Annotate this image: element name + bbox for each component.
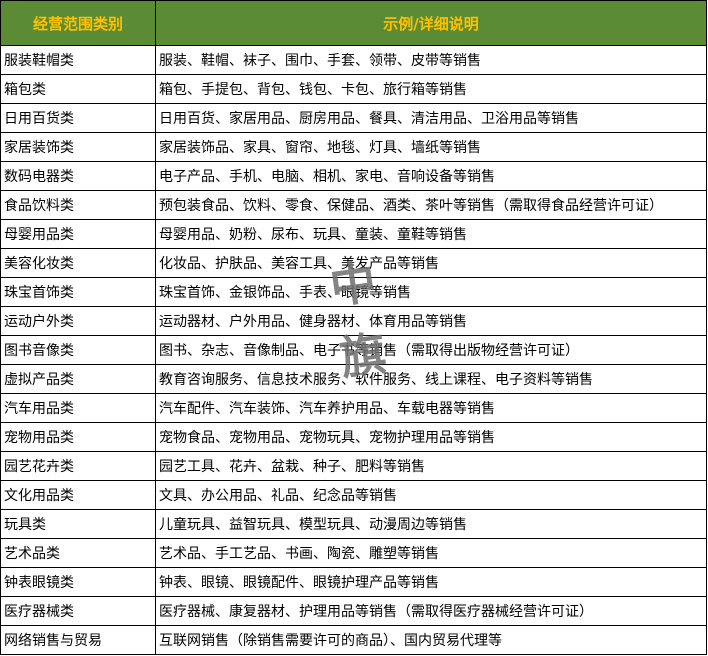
- cell-description: 教育咨询服务、信息技术服务、软件服务、线上课程、电子资料等销售: [155, 364, 707, 394]
- table-row: 母婴用品类 母婴用品、奶粉、尿布、玩具、童装、童鞋等销售: [0, 219, 707, 249]
- table-header-row: 经营范围类别 示例/详细说明: [0, 0, 707, 46]
- cell-description: 运动器材、户外用品、健身器材、体育用品等销售: [155, 306, 707, 336]
- cell-category: 箱包类: [0, 74, 156, 104]
- cell-category: 食品饮料类: [0, 190, 156, 220]
- cell-description: 园艺工具、花卉、盆栽、种子、肥料等销售: [155, 451, 707, 481]
- cell-category: 宠物用品类: [0, 422, 156, 452]
- cell-description: 艺术品、手工艺品、书画、陶瓷、雕塑等销售: [155, 538, 707, 568]
- cell-category: 家居装饰类: [0, 132, 156, 162]
- cell-category: 母婴用品类: [0, 219, 156, 249]
- cell-description: 母婴用品、奶粉、尿布、玩具、童装、童鞋等销售: [155, 219, 707, 249]
- cell-category: 数码电器类: [0, 161, 156, 191]
- table-row: 美容化妆类 化妆品、护肤品、美容工具、美发产品等销售: [0, 248, 707, 278]
- cell-category: 网络销售与贸易: [0, 625, 156, 655]
- cell-category: 艺术品类: [0, 538, 156, 568]
- table-row: 家居装饰类 家居装饰品、家具、窗帘、地毯、灯具、墙纸等销售: [0, 132, 707, 162]
- cell-category: 医疗器械类: [0, 596, 156, 626]
- table-row: 虚拟产品类 教育咨询服务、信息技术服务、软件服务、线上课程、电子资料等销售: [0, 364, 707, 394]
- table-row: 网络销售与贸易 互联网销售（除销售需要许可的商品）、国内贸易代理等: [0, 625, 707, 655]
- cell-description: 儿童玩具、益智玩具、模型玩具、动漫周边等销售: [155, 509, 707, 539]
- cell-description: 图书、杂志、音像制品、电子书等销售（需取得出版物经营许可证）: [155, 335, 707, 365]
- table-row: 宠物用品类 宠物食品、宠物用品、宠物玩具、宠物护理用品等销售: [0, 422, 707, 452]
- table-row: 医疗器械类 医疗器械、康复器材、护理用品等销售（需取得医疗器械经营许可证）: [0, 596, 707, 626]
- table-row: 日用百货类 日用百货、家居用品、厨房用品、餐具、清洁用品、卫浴用品等销售: [0, 103, 707, 133]
- cell-category: 玩具类: [0, 509, 156, 539]
- table-row: 珠宝首饰类 珠宝首饰、金银饰品、手表、眼镜等销售: [0, 277, 707, 307]
- table-row: 箱包类 箱包、手提包、背包、钱包、卡包、旅行箱等销售: [0, 74, 707, 104]
- table-body: 服装鞋帽类 服装、鞋帽、袜子、围巾、手套、领带、皮带等销售 箱包类 箱包、手提包、背包…: [0, 45, 707, 655]
- cell-description: 家居装饰品、家具、窗帘、地毯、灯具、墙纸等销售: [155, 132, 707, 162]
- cell-category: 日用百货类: [0, 103, 156, 133]
- table-row: 钟表眼镜类 钟表、眼镜、眼镜配件、眼镜护理产品等销售: [0, 567, 707, 597]
- cell-description: 化妆品、护肤品、美容工具、美发产品等销售: [155, 248, 707, 278]
- cell-category: 虚拟产品类: [0, 364, 156, 394]
- header-category: 经营范围类别: [0, 0, 156, 46]
- table-row: 图书音像类 图书、杂志、音像制品、电子书等销售（需取得出版物经营许可证）: [0, 335, 707, 365]
- table-row: 数码电器类 电子产品、手机、电脑、相机、家电、音响设备等销售: [0, 161, 707, 191]
- cell-category: 汽车用品类: [0, 393, 156, 423]
- table-row: 服装鞋帽类 服装、鞋帽、袜子、围巾、手套、领带、皮带等销售: [0, 45, 707, 75]
- cell-description: 箱包、手提包、背包、钱包、卡包、旅行箱等销售: [155, 74, 707, 104]
- cell-description: 互联网销售（除销售需要许可的商品）、国内贸易代理等: [155, 625, 707, 655]
- cell-description: 钟表、眼镜、眼镜配件、眼镜护理产品等销售: [155, 567, 707, 597]
- cell-category: 运动户外类: [0, 306, 156, 336]
- cell-description: 预包装食品、饮料、零食、保健品、酒类、茶叶等销售（需取得食品经营许可证）: [155, 190, 707, 220]
- cell-category: 文化用品类: [0, 480, 156, 510]
- cell-description: 珠宝首饰、金银饰品、手表、眼镜等销售: [155, 277, 707, 307]
- cell-category: 美容化妆类: [0, 248, 156, 278]
- table-row: 运动户外类 运动器材、户外用品、健身器材、体育用品等销售: [0, 306, 707, 336]
- cell-description: 服装、鞋帽、袜子、围巾、手套、领带、皮带等销售: [155, 45, 707, 75]
- table-row: 艺术品类 艺术品、手工艺品、书画、陶瓷、雕塑等销售: [0, 538, 707, 568]
- cell-category: 珠宝首饰类: [0, 277, 156, 307]
- table-row: 汽车用品类 汽车配件、汽车装饰、汽车养护用品、车载电器等销售: [0, 393, 707, 423]
- cell-category: 钟表眼镜类: [0, 567, 156, 597]
- cell-category: 园艺花卉类: [0, 451, 156, 481]
- table-row: 食品饮料类 预包装食品、饮料、零食、保健品、酒类、茶叶等销售（需取得食品经营许可证…: [0, 190, 707, 220]
- cell-description: 医疗器械、康复器材、护理用品等销售（需取得医疗器械经营许可证）: [155, 596, 707, 626]
- table-row: 文化用品类 文具、办公用品、礼品、纪念品等销售: [0, 480, 707, 510]
- header-description: 示例/详细说明: [155, 0, 707, 46]
- cell-category: 服装鞋帽类: [0, 45, 156, 75]
- cell-description: 文具、办公用品、礼品、纪念品等销售: [155, 480, 707, 510]
- cell-description: 日用百货、家居用品、厨房用品、餐具、清洁用品、卫浴用品等销售: [155, 103, 707, 133]
- cell-category: 图书音像类: [0, 335, 156, 365]
- table-row: 玩具类 儿童玩具、益智玩具、模型玩具、动漫周边等销售: [0, 509, 707, 539]
- cell-description: 宠物食品、宠物用品、宠物玩具、宠物护理用品等销售: [155, 422, 707, 452]
- cell-description: 汽车配件、汽车装饰、汽车养护用品、车载电器等销售: [155, 393, 707, 423]
- table-row: 园艺花卉类 园艺工具、花卉、盆栽、种子、肥料等销售: [0, 451, 707, 481]
- cell-description: 电子产品、手机、电脑、相机、家电、音响设备等销售: [155, 161, 707, 191]
